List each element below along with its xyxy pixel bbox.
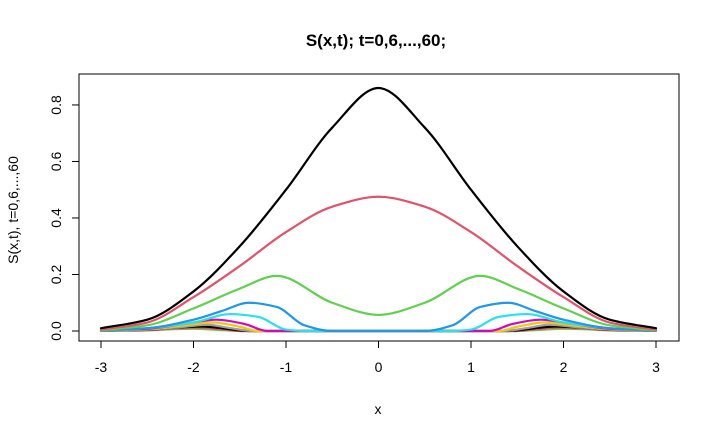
x-axis: -3 -2 -1 0 1 2 3: [95, 340, 660, 375]
x-tick-label: -3: [95, 359, 108, 375]
x-tick-label: -2: [187, 359, 200, 375]
series-line-2: [99, 195, 658, 331]
x-tick-label: 3: [652, 359, 660, 375]
y-axis: 0.0 0.2 0.4 0.6 0.8: [48, 95, 80, 341]
y-axis-label: S(x,t), t=0,6,...,60: [5, 156, 21, 264]
series-line-4: [99, 301, 658, 333]
x-tick-label: -1: [280, 359, 293, 375]
x-tick-label: 0: [375, 359, 383, 375]
y-tick-label: 0.2: [48, 265, 64, 285]
series-line-1: [99, 86, 658, 330]
y-tick-label: 0.8: [48, 95, 64, 115]
y-tick-label: 0.4: [48, 208, 64, 228]
y-tick-label: 0.6: [48, 152, 64, 172]
x-tick-label: 2: [560, 359, 568, 375]
x-axis-label: x: [375, 401, 382, 417]
series-line-3: [99, 274, 658, 332]
series-layer: [99, 86, 658, 333]
plot-frame: [78, 73, 680, 342]
x-tick-label: 1: [467, 359, 475, 375]
chart-title: S(x,t); t=0,6,...,60;: [306, 31, 446, 50]
y-tick-label: 0.0: [48, 321, 64, 341]
